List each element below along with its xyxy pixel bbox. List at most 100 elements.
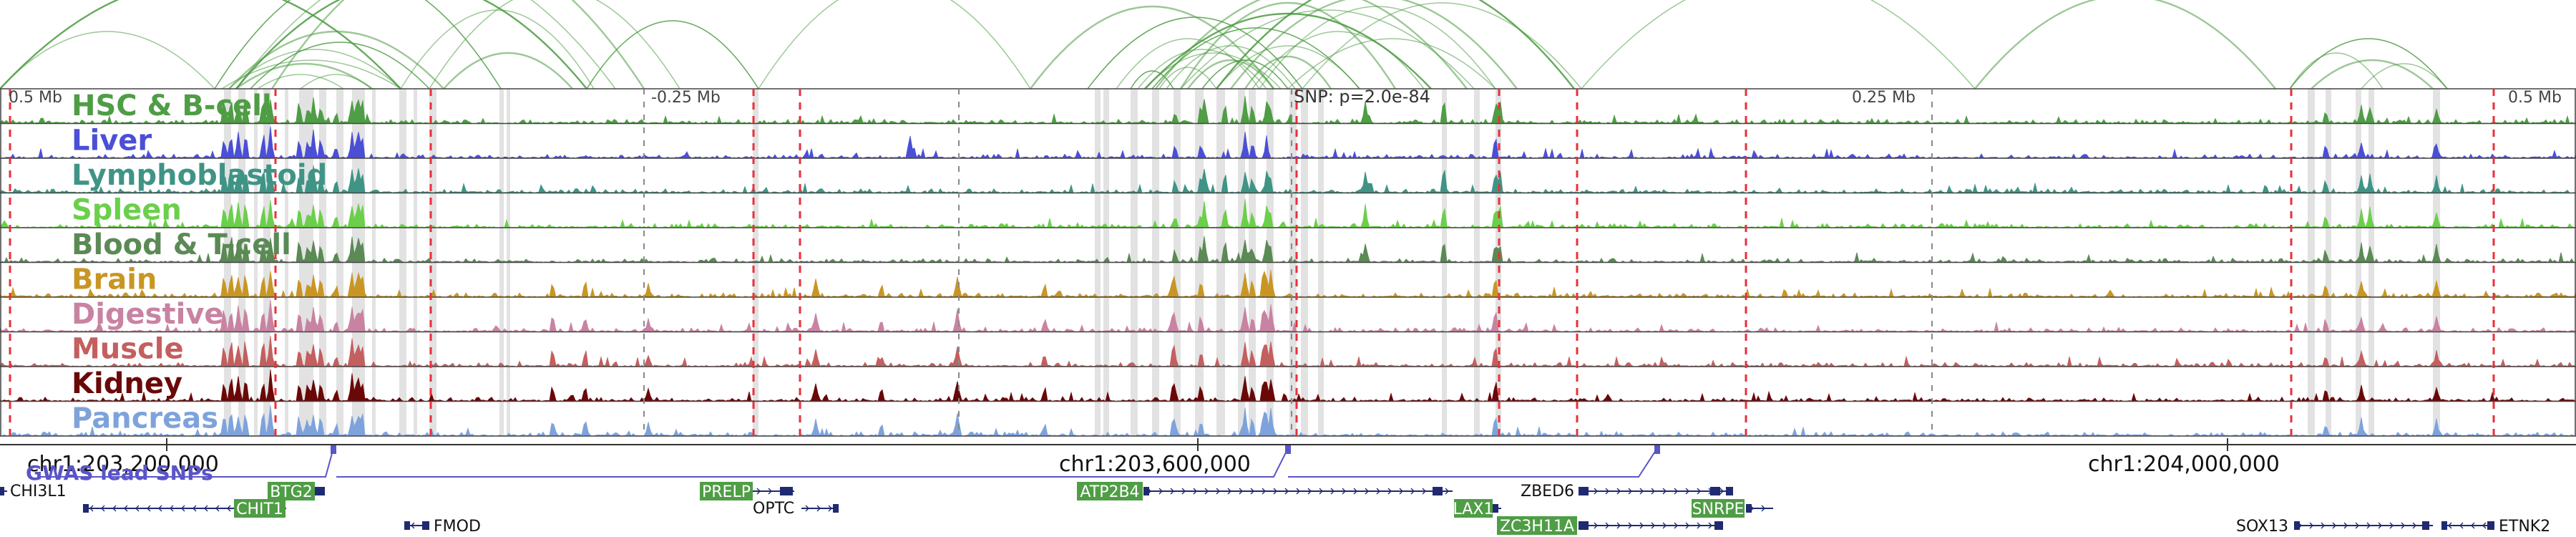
- signal-area: [0, 126, 2576, 160]
- gene-label-prelp-box: [700, 482, 753, 500]
- signal-area: [0, 236, 2576, 263]
- gwas-label: GWAS lead SNPs: [26, 461, 213, 485]
- track-label: Kidney: [72, 367, 182, 400]
- gene-label-chi3l1: CHI3L1: [10, 483, 67, 500]
- gene-label-atp2b4-box: [1077, 482, 1143, 500]
- gene-label-zc3h11a-box: [1497, 516, 1577, 535]
- interaction-arc: [257, 74, 344, 90]
- gene-sox13: [2294, 521, 2433, 530]
- track-label: Pancreas: [72, 402, 218, 435]
- track-hsc-b-cell: [0, 88, 2576, 125]
- interaction-arc: [270, 0, 645, 90]
- track-labels: HSC & B-cellLiverLymphoblastoidSpleenBlo…: [72, 90, 327, 435]
- interaction-arc: [758, 0, 1031, 90]
- coord-left: 0.5 Mb: [9, 89, 62, 107]
- gene-label-snrpe-box: [1692, 499, 1745, 518]
- interaction-arc: [0, 31, 215, 90]
- interaction-arc: [1201, 59, 1289, 90]
- interaction-arc: [1158, 67, 1217, 90]
- position-label-1: chr1:203,200,000: [27, 452, 219, 477]
- gene-label-chit1: CHIT1: [236, 500, 283, 518]
- gene-atp2b4: [1143, 487, 1453, 495]
- track-label: Lymphoblastoid: [72, 159, 327, 192]
- interaction-arcs: [0, 0, 2448, 90]
- signal-area: [0, 369, 2576, 402]
- track-lymphoblastoid: [0, 158, 2576, 194]
- interaction-arc: [2361, 63, 2448, 90]
- track-liver: [0, 122, 2576, 160]
- gene-lax1: [1491, 504, 1501, 513]
- track-label: Spleen: [72, 194, 182, 227]
- interaction-arc: [1216, 0, 1575, 90]
- gene-label-prelp: PRELP: [702, 483, 751, 501]
- gene-prelp: [753, 487, 794, 495]
- track-label: Brain: [72, 263, 157, 296]
- interaction-arc: [400, 9, 595, 90]
- gene-snrpe: [1746, 504, 1773, 513]
- track-spleen: [0, 192, 2576, 228]
- interaction-arc: [228, 49, 401, 90]
- track-kidney: [0, 366, 2576, 402]
- interaction-arc: [1087, 16, 1303, 90]
- interaction-arc: [443, 52, 573, 90]
- interaction-arc: [1216, 45, 1360, 90]
- signal-area: [0, 269, 2576, 298]
- gene-zbed6: [1579, 487, 1733, 495]
- gwas-track: GWAS lead SNPs: [26, 445, 1660, 485]
- gene-label-etnk2: ETNK2: [2499, 518, 2550, 536]
- interaction-arc: [429, 0, 680, 90]
- interaction-arc: [221, 59, 401, 90]
- gene-label-optc: OPTC: [753, 500, 794, 518]
- track-muscle: [0, 331, 2576, 367]
- track-label: Blood & T-cell: [72, 228, 291, 261]
- gene-label-lax1-box: [1454, 499, 1493, 518]
- genomic-axis: chr1:203,200,000 chr1:203,600,000 chr1:2…: [0, 438, 2576, 477]
- gene-label-atp2b4: ATP2B4: [1080, 483, 1139, 501]
- gene-zc3h11a: [1579, 521, 1723, 530]
- track-brain: [0, 261, 2576, 298]
- gene-label-zc3h11a: ZC3H11A: [1500, 518, 1574, 536]
- gene-label-btg2: BTG2: [270, 483, 313, 501]
- interaction-arc: [0, 0, 401, 90]
- coord-minus: -0.25 Mb: [651, 89, 721, 107]
- signal-area: [0, 96, 2576, 125]
- track-label: Liver: [72, 125, 152, 158]
- gene-label-sox13: SOX13: [2236, 518, 2288, 536]
- interaction-arc: [1116, 38, 1260, 90]
- gene-chi3l1: [0, 487, 7, 495]
- gene-optc: [801, 504, 839, 513]
- position-label-3: chr1:204,000,000: [2088, 452, 2280, 477]
- interaction-arc: [1581, 0, 1976, 90]
- gene-label-btg2-box: [268, 482, 315, 500]
- interaction-arc: [250, 42, 430, 90]
- gene-etnk2: [2441, 521, 2494, 530]
- interaction-arc: [1259, 6, 1496, 90]
- gene-fmod: [404, 521, 429, 530]
- interaction-arc: [1252, 31, 1425, 90]
- position-label-2: chr1:203,600,000: [1059, 452, 1251, 477]
- gene-label-snrpe: SNRPE: [1692, 500, 1745, 518]
- signal-area: [0, 336, 2576, 367]
- interaction-arc: [1230, 0, 1518, 90]
- interaction-arc: [1974, 0, 2276, 90]
- interaction-arc: [2311, 59, 2434, 90]
- interaction-arc: [214, 0, 502, 90]
- interaction-arc: [1179, 1, 1397, 90]
- gene-label-zbed6: ZBED6: [1521, 483, 1574, 500]
- track-blood-t-cell: [0, 227, 2576, 263]
- interaction-arc: [235, 0, 587, 90]
- track-label: HSC & B-cell: [72, 90, 272, 122]
- interaction-arc: [1180, 9, 1475, 90]
- interaction-arc: [1144, 12, 1432, 90]
- interaction-arc: [2289, 38, 2448, 90]
- signal-area: [0, 299, 2576, 333]
- interaction-arc: [235, 0, 616, 90]
- interaction-arc: [1302, 2, 1582, 90]
- signal-area: [0, 405, 2576, 437]
- track-digestive: [0, 296, 2576, 333]
- interaction-arc: [228, 30, 444, 90]
- signal-tracks: [0, 88, 2576, 437]
- interaction-arc: [586, 20, 759, 90]
